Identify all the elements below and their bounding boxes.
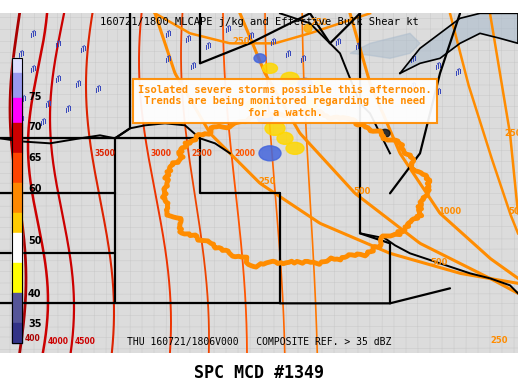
Text: 3000: 3000 [151,149,172,158]
Bar [12,263,22,293]
Bar [12,58,22,343]
Ellipse shape [277,132,293,144]
Text: 3500: 3500 [95,149,116,158]
Text: 250: 250 [490,336,508,345]
Bar [12,123,22,153]
Bar [12,153,22,183]
Ellipse shape [254,54,266,63]
Ellipse shape [259,146,281,161]
Bar [12,323,22,343]
Text: 500: 500 [508,207,518,216]
Bar [12,183,22,213]
Text: 500: 500 [353,187,370,196]
Text: THU 160721/1806V000   COMPOSITE REF. > 35 dBZ: THU 160721/1806V000 COMPOSITE REF. > 35 … [127,337,391,347]
Ellipse shape [286,142,304,154]
Text: 500: 500 [430,258,448,267]
Text: 75: 75 [28,92,41,102]
Ellipse shape [265,121,285,135]
Polygon shape [350,33,420,58]
Text: 2000: 2000 [234,149,255,158]
Text: 2500: 2500 [192,149,212,158]
Bar [12,73,22,98]
Text: SPC MCD #1349: SPC MCD #1349 [194,364,324,383]
Text: 65: 65 [28,153,41,163]
Text: 4500: 4500 [75,337,96,346]
Text: 250: 250 [258,177,276,186]
Bar [12,98,22,123]
Polygon shape [400,13,518,73]
Ellipse shape [298,78,312,88]
Text: 1000: 1000 [438,207,461,216]
Ellipse shape [304,24,312,32]
Bar [12,58,22,73]
Text: 250: 250 [232,37,250,46]
Ellipse shape [314,81,326,90]
Text: 40: 40 [28,289,41,299]
Text: Isolated severe storms possible this afternoon.
Trends are being monitored regar: Isolated severe storms possible this aft… [138,85,432,118]
Ellipse shape [281,72,299,84]
Text: 60: 60 [28,184,41,194]
Ellipse shape [257,113,272,123]
Bar [12,293,22,323]
Text: 50: 50 [28,236,41,246]
Ellipse shape [246,99,264,111]
Bar [12,213,22,233]
Text: 160721/1800 MLCAPE j/kg and Effective Bulk Shear kt: 160721/1800 MLCAPE j/kg and Effective Bu… [99,17,419,27]
Text: 4000: 4000 [48,337,69,346]
Ellipse shape [303,100,317,110]
Text: 400: 400 [25,334,40,343]
Bar [12,233,22,263]
Text: 70: 70 [28,122,41,132]
Text: 250: 250 [504,129,518,138]
Ellipse shape [380,129,390,137]
Text: 250: 250 [310,18,327,27]
Text: 35: 35 [28,319,41,329]
Ellipse shape [263,63,278,73]
